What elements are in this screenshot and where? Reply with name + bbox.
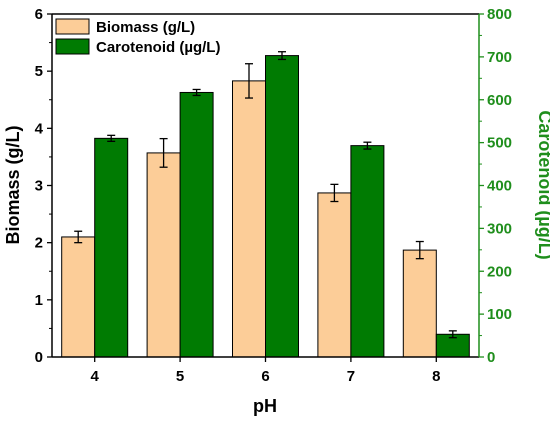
right-y-tick-label: 100 (487, 306, 512, 323)
bar-biomass-ph-8 (402, 249, 437, 358)
bars-layer (61, 55, 470, 358)
x-tick-label: 7 (347, 368, 355, 385)
bar-biomass-ph-4 (61, 236, 96, 358)
right-y-tick-label: 500 (487, 135, 512, 152)
error-bar-carotenoid-ph-6 (278, 51, 286, 61)
left-y-axis-title: Biomass (g/L) (3, 125, 23, 244)
ticks-layer: 0 1 2 3 4 5 6 0 100 200 300 400 500 600 700 800 4 5 6 7 8 (35, 6, 512, 385)
error-bar-biomass-ph-8 (415, 240, 424, 260)
x-tick-label: 4 (91, 368, 100, 385)
right-y-tick-label: 0 (487, 349, 495, 366)
legend-swatch-carotenoid (55, 38, 90, 55)
legend: Biomass (g/L) Carotenoid (µg/L) (55, 18, 220, 56)
x-tick-label: 5 (176, 368, 184, 385)
error-bar-biomass-ph-6 (245, 63, 253, 99)
right-y-tick-label: 400 (487, 178, 512, 195)
bar-carotenoid-ph-5 (179, 91, 214, 358)
legend-label-biomass: Biomass (g/L) (96, 19, 195, 36)
bar-biomass-ph-7 (317, 192, 352, 358)
error-bar-biomass-ph-7 (330, 183, 339, 203)
right-y-tick-label: 600 (487, 92, 512, 109)
left-y-tick-label: 6 (35, 6, 43, 23)
right-y-tick-label: 700 (487, 49, 512, 66)
x-tick-label: 6 (261, 368, 269, 385)
legend-label-carotenoid: Carotenoid (µg/L) (96, 39, 220, 56)
bar-carotenoid-ph-4 (94, 137, 129, 358)
right-y-axis-title: Carotenoid (µg/L) (535, 110, 550, 259)
bar-biomass-ph-5 (146, 152, 181, 358)
error-bar-carotenoid-ph-7 (363, 141, 372, 150)
left-y-tick-label: 0 (35, 349, 43, 366)
error-bar-carotenoid-ph-4 (107, 134, 116, 142)
left-y-tick-label: 4 (35, 120, 44, 137)
left-y-tick-label: 1 (35, 292, 43, 309)
error-bar-biomass-ph-4 (74, 230, 83, 244)
error-bar-biomass-ph-5 (159, 137, 168, 168)
right-y-tick-label: 800 (487, 6, 512, 23)
bar-carotenoid-ph-7 (350, 145, 385, 358)
x-axis-title: pH (253, 396, 277, 416)
error-bar-carotenoid-ph-5 (192, 88, 201, 97)
bar-carotenoid-ph-6 (265, 55, 299, 358)
left-y-tick-label: 3 (35, 178, 43, 195)
error-bars-layer (74, 51, 457, 339)
x-tick-label: 8 (432, 368, 440, 385)
left-y-tick-label: 2 (35, 235, 43, 252)
bar-biomass-ph-6 (232, 80, 266, 358)
error-bar-carotenoid-ph-8 (448, 330, 457, 339)
right-y-tick-label: 300 (487, 220, 512, 237)
right-y-tick-label: 200 (487, 263, 512, 280)
left-y-tick-label: 5 (35, 63, 43, 80)
legend-swatch-biomass (55, 18, 90, 35)
